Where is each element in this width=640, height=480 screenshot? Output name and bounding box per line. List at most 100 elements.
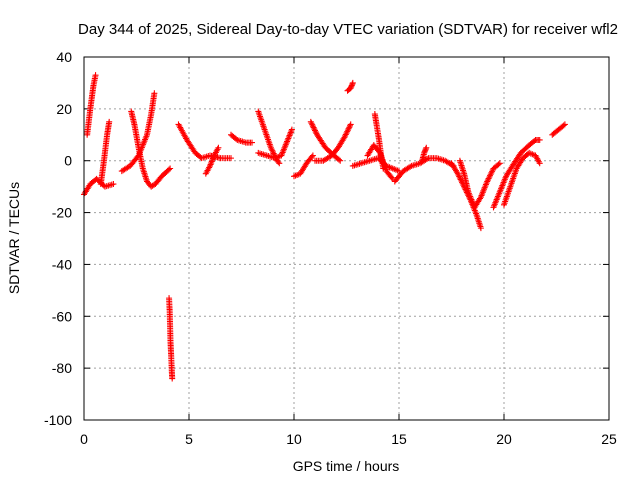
- data-point: [268, 146, 275, 153]
- data-point: [310, 124, 317, 131]
- data-point: [215, 144, 222, 151]
- y-tick-label: -60: [52, 308, 72, 324]
- data-point: [495, 161, 502, 168]
- data-point: [345, 125, 352, 132]
- x-tick-label: 15: [391, 431, 407, 447]
- data-point: [269, 147, 276, 154]
- data-point: [165, 166, 172, 173]
- data-point: [456, 175, 463, 181]
- data-point: [347, 122, 353, 129]
- data-point: [455, 172, 462, 179]
- data-point: [309, 123, 316, 130]
- data-point: [267, 144, 274, 151]
- series-arc-22: [456, 157, 503, 211]
- data-point: [169, 375, 176, 382]
- data-point: [308, 153, 315, 160]
- data-point: [344, 128, 351, 135]
- data-point: [288, 126, 295, 133]
- series-arc-18: [371, 111, 387, 172]
- series-arc-10: [255, 108, 283, 167]
- data-point: [488, 169, 495, 176]
- y-tick-label: -20: [52, 205, 72, 221]
- data-point: [536, 136, 543, 143]
- data-point: [309, 121, 316, 128]
- series-arc-02: [84, 72, 99, 138]
- data-point: [346, 124, 353, 131]
- data-point: [311, 126, 318, 133]
- data-point: [110, 181, 117, 188]
- series-arc-05: [128, 108, 174, 190]
- x-tick-label: 0: [80, 431, 88, 447]
- data-point: [307, 118, 314, 125]
- data-point: [380, 165, 387, 172]
- data-point: [484, 178, 491, 185]
- series-arc-20: [419, 144, 430, 164]
- series-arc-07: [175, 121, 234, 162]
- data-point: [477, 225, 484, 232]
- data-point: [487, 171, 494, 178]
- x-tick-label: 5: [185, 431, 193, 447]
- y-tick-label: 0: [64, 153, 72, 169]
- data-point: [92, 72, 99, 79]
- data-point: [496, 160, 503, 167]
- data-point: [343, 130, 350, 137]
- data-point: [536, 160, 543, 167]
- x-axis-label: GPS time / hours: [293, 458, 400, 474]
- x-tick-label: 25: [601, 431, 617, 447]
- series-arc-25: [549, 121, 568, 138]
- y-tick-label: 20: [56, 101, 72, 117]
- data-point: [456, 173, 463, 180]
- y-tick-label: -80: [52, 360, 72, 376]
- data-point: [228, 155, 234, 162]
- data-point: [312, 127, 318, 134]
- data-point: [423, 144, 430, 151]
- data-point: [335, 156, 342, 163]
- data-point: [457, 176, 464, 183]
- data-point: [531, 138, 538, 145]
- y-tick-label: -100: [44, 412, 72, 428]
- data-point: [167, 165, 174, 172]
- data-point: [151, 90, 158, 97]
- plot-area-border: [83, 56, 610, 421]
- data-point: [407, 163, 414, 170]
- series-arc-11: [255, 126, 295, 162]
- data-point: [487, 172, 493, 179]
- x-tick-label: 20: [496, 431, 512, 447]
- data-point: [309, 152, 316, 159]
- y-axis-label: SDTVAR / TECUs: [6, 182, 22, 294]
- series-arc-06: [166, 295, 176, 382]
- data-point: [342, 132, 349, 139]
- series-arc-04: [118, 90, 158, 175]
- series-arc-03: [97, 118, 113, 188]
- data-point: [561, 121, 568, 128]
- data-marks: [81, 72, 568, 382]
- data-point: [270, 149, 276, 156]
- x-tick-label: 10: [286, 431, 302, 447]
- data-point: [337, 157, 344, 164]
- data-point: [454, 170, 461, 177]
- data-point: [275, 159, 282, 166]
- data-point: [341, 134, 348, 141]
- data-point: [342, 131, 349, 138]
- data-point: [349, 79, 356, 86]
- data-point: [276, 160, 283, 167]
- series-arc-09: [228, 131, 255, 146]
- series-arc-23: [490, 136, 543, 211]
- data-point: [486, 174, 493, 181]
- data-point: [312, 128, 319, 135]
- data-point: [489, 168, 496, 175]
- data-point: [388, 174, 395, 181]
- series-arc-14: [312, 121, 354, 164]
- series-arc-16: [349, 155, 402, 175]
- series-arc-15: [344, 79, 356, 94]
- data-point: [249, 139, 255, 146]
- series-arc-24: [501, 149, 543, 208]
- chart-title: Day 344 of 2025, Sidereal Day-to-day VTE…: [78, 21, 618, 38]
- data-point: [344, 127, 351, 134]
- data-point: [347, 121, 354, 128]
- y-tick-label: -40: [52, 256, 72, 272]
- series-arc-08: [202, 144, 222, 177]
- series-arc-12: [291, 152, 316, 180]
- data-point: [484, 177, 491, 184]
